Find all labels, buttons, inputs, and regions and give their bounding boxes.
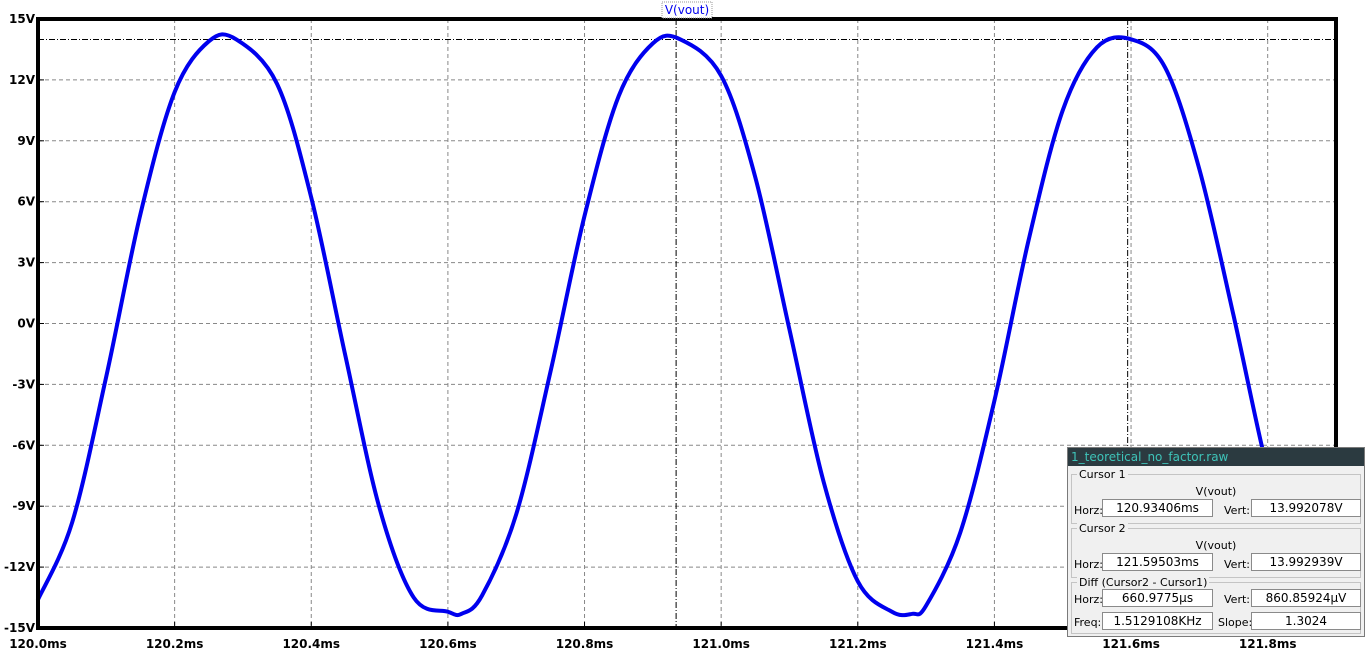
y-tick-label: -9V (12, 499, 35, 513)
y-tick-label: 0V (17, 317, 35, 331)
x-tick-label: 120.8ms (556, 637, 614, 651)
cursor1-vert-label: Vert: (1224, 504, 1250, 517)
diff-slope-field[interactable]: 1.3024 (1251, 612, 1361, 630)
cursor1-trace: V(vout) (1195, 485, 1237, 498)
x-tick-label: 120.0ms (9, 637, 67, 651)
diff-freq-field[interactable]: 1.5129108KHz (1102, 612, 1213, 630)
x-tick-label: 121.4ms (966, 637, 1024, 651)
diff-horz-field[interactable]: 660.9775µs (1102, 589, 1213, 607)
y-tick-label: 3V (17, 256, 35, 270)
trace-vout-line (36, 32, 1277, 618)
cursor1-horz-label: Horz: (1074, 504, 1104, 517)
cursor2-vert-label: Vert: (1224, 558, 1250, 571)
y-tick-label: 15V (9, 12, 36, 26)
y-tick-label: 9V (17, 134, 35, 148)
plot-frame (36, 17, 1338, 630)
y-tick-label: -3V (12, 377, 35, 391)
cursor2-horz-label: Horz: (1074, 558, 1104, 571)
y-tick-label: 6V (17, 195, 35, 209)
cursor1-heading: Cursor 1 (1077, 468, 1128, 481)
y-tick-label: 12V (9, 73, 36, 87)
diff-slope-label: Slope: (1218, 616, 1253, 629)
cursor-readout-panel[interactable]: 1_teoretical_no_factor.raw Cursor 1 V(vo… (1067, 447, 1365, 637)
cursor2-horz-field[interactable]: 121.59503ms (1102, 553, 1213, 571)
cursor2-trace: V(vout) (1195, 539, 1237, 552)
y-tick-label: -12V (4, 560, 36, 574)
trace-legend[interactable]: V(vout) (661, 1, 713, 19)
cursor2-vert-field[interactable]: 13.992939V (1251, 553, 1361, 571)
trace-legend-label: V(vout) (665, 3, 709, 17)
cursor2-heading: Cursor 2 (1077, 522, 1128, 535)
x-tick-label: 120.6ms (419, 637, 477, 651)
panel-title[interactable]: 1_teoretical_no_factor.raw (1068, 448, 1364, 466)
diff-vert-label: Vert: (1224, 593, 1250, 606)
x-tick-label: 120.2ms (146, 637, 204, 651)
cursor1-horz-field[interactable]: 120.93406ms (1102, 499, 1213, 517)
x-tick-label: 121.0ms (692, 637, 750, 651)
cursor2-group: Cursor 2 V(vout) Horz: 121.59503ms Vert:… (1071, 522, 1361, 578)
diff-heading: Diff (Cursor2 - Cursor1) (1077, 576, 1210, 589)
x-tick-label: 121.6ms (1102, 637, 1160, 651)
diff-group: Diff (Cursor2 - Cursor1) Horz: 660.9775µ… (1071, 576, 1361, 634)
x-tick-label: 120.4ms (282, 637, 340, 651)
x-tick-label: 121.2ms (829, 637, 887, 651)
y-axis-labels: 15V 12V 9V 6V 3V 0V -3V -6V -9V -12V -15V (4, 12, 36, 635)
x-tick-label: 121.8ms (1239, 637, 1297, 651)
diff-freq-label: Freq: (1074, 616, 1102, 629)
cursor1-group: Cursor 1 V(vout) Horz: 120.93406ms Vert:… (1071, 468, 1361, 524)
cursor1-vert-field[interactable]: 13.992078V (1251, 499, 1361, 517)
y-tick-label: -15V (4, 621, 36, 635)
diff-vert-field[interactable]: 860.85924µV (1251, 589, 1361, 607)
y-tick-label: -6V (12, 438, 35, 452)
diff-horz-label: Horz: (1074, 593, 1104, 606)
x-axis-labels: 120.0ms 120.2ms 120.4ms 120.6ms 120.8ms 121.0… (9, 637, 1296, 651)
